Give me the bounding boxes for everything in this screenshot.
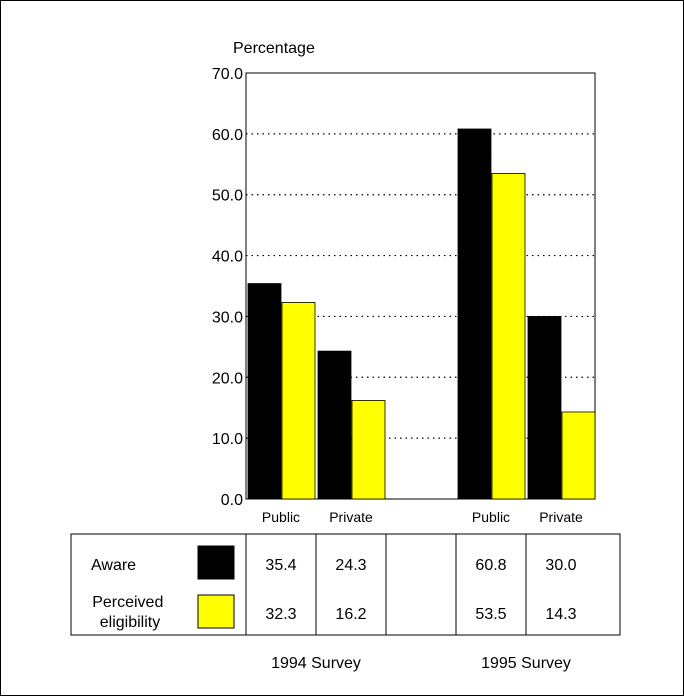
category-label: Public — [472, 509, 510, 525]
legend-label-line: eligibility — [100, 614, 160, 631]
table-value: 35.4 — [265, 557, 296, 574]
table-value: 53.5 — [475, 606, 506, 623]
bar — [351, 400, 386, 500]
data-table-values: 35.4 32.3 24.3 16.2 60.8 53.5 30.0 14.3 — [265, 557, 576, 623]
category-label: Public — [262, 509, 300, 525]
bar — [247, 283, 282, 500]
y-tick-label: 20.0 — [212, 370, 243, 387]
bars — [247, 128, 596, 500]
y-axis-label: Percentage — [233, 40, 315, 57]
y-tick-label: 70.0 — [212, 66, 243, 83]
y-tick-label: 10.0 — [212, 431, 243, 448]
legend-swatch-perceived-eligibility — [197, 594, 235, 629]
y-axis-ticks: 0.0 10.0 20.0 30.0 40.0 50.0 60.0 70.0 — [212, 66, 243, 509]
table-value: 32.3 — [265, 606, 296, 623]
y-tick-label: 0.0 — [221, 492, 243, 509]
table-value: 60.8 — [475, 557, 506, 574]
table-value: 16.2 — [335, 606, 366, 623]
data-table: Aware Perceived eligibility 35.4 32.3 24.3… — [70, 533, 621, 636]
y-tick-label: 40.0 — [212, 249, 243, 266]
bar — [561, 411, 596, 500]
legend-swatch-aware — [197, 545, 235, 580]
legend-label-aware: Aware — [91, 557, 136, 574]
survey-label-1994: 1994 Survey — [271, 655, 361, 672]
bar — [281, 302, 316, 500]
table-value: 24.3 — [335, 557, 366, 574]
bar — [491, 173, 526, 500]
data-table-border — [70, 533, 621, 636]
table-value: 14.3 — [545, 606, 576, 623]
survey-label-1995: 1995 Survey — [481, 655, 571, 672]
bar — [317, 350, 352, 500]
category-label: Private — [329, 509, 373, 525]
category-label: Private — [539, 509, 583, 525]
category-labels: Public Private Public Private — [262, 509, 583, 525]
y-tick-label: 60.0 — [212, 127, 243, 144]
y-tick-label: 30.0 — [212, 309, 243, 326]
bar — [457, 128, 492, 500]
y-tick-label: 50.0 — [212, 188, 243, 205]
legend-label-perceived-eligibility: Perceived eligibility — [92, 594, 168, 631]
bar — [527, 316, 562, 500]
table-value: 30.0 — [545, 557, 576, 574]
legend-label-line: Perceived — [92, 594, 163, 611]
plot-area — [245, 72, 596, 500]
